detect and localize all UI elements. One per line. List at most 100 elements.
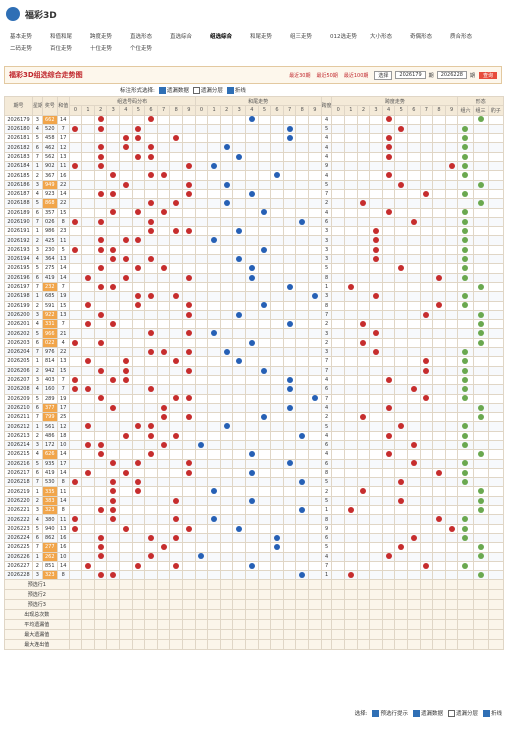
checkbox[interactable] bbox=[226, 87, 234, 94]
tail-cell bbox=[270, 328, 284, 339]
option-label: 遗漏数据 bbox=[420, 711, 443, 717]
span-cell bbox=[356, 458, 371, 469]
stat-cell bbox=[207, 619, 221, 631]
period: 2026196 bbox=[3, 272, 34, 283]
tail-cell bbox=[257, 216, 272, 228]
draw-number: 942 bbox=[41, 365, 58, 376]
shape-cell bbox=[457, 356, 474, 367]
nav-item[interactable]: 二码走势 bbox=[10, 46, 33, 52]
span-cell bbox=[394, 198, 408, 209]
shape-cell bbox=[487, 486, 505, 497]
stat-cell bbox=[369, 609, 383, 621]
option[interactable]: 遗漏分层 bbox=[447, 709, 478, 717]
dist-cell bbox=[119, 365, 133, 376]
shape-cell bbox=[472, 449, 489, 460]
span-cell bbox=[331, 346, 345, 358]
stat-cell bbox=[81, 579, 95, 591]
span-cell bbox=[394, 281, 408, 293]
draw-number: 323 bbox=[41, 570, 58, 581]
tail-cell bbox=[232, 291, 246, 302]
dist-cell bbox=[181, 532, 196, 544]
tail-cell bbox=[207, 198, 221, 209]
option[interactable]: 折线 bbox=[226, 86, 246, 94]
nav-item[interactable]: 组三走势 bbox=[290, 34, 313, 40]
tail-cell bbox=[219, 188, 234, 200]
ball bbox=[185, 274, 192, 281]
checkbox[interactable] bbox=[482, 710, 490, 717]
nav-item[interactable]: 直选综合 bbox=[170, 34, 193, 40]
checkbox[interactable] bbox=[158, 87, 166, 94]
tail-cell bbox=[245, 467, 259, 479]
checkbox[interactable] bbox=[447, 710, 455, 717]
shape-cell bbox=[487, 430, 505, 442]
tail-cell bbox=[257, 170, 272, 181]
tail-cell bbox=[270, 365, 284, 376]
nav-item[interactable]: 基本走势 bbox=[10, 34, 33, 40]
dist-cell bbox=[181, 170, 196, 181]
nav-item[interactable]: 质合形态 bbox=[450, 34, 473, 40]
query-button[interactable]: 查询 bbox=[478, 71, 497, 79]
tail-cell bbox=[282, 254, 297, 265]
to-period[interactable]: 2026228 bbox=[436, 71, 467, 79]
span-cell bbox=[419, 123, 434, 135]
draw-number: 458 bbox=[41, 133, 58, 144]
nav-item[interactable]: 组选综合 bbox=[210, 34, 233, 40]
tail-cell bbox=[307, 319, 322, 330]
dist-cell bbox=[144, 161, 158, 172]
draw-number: 685 bbox=[41, 291, 58, 302]
span-cell bbox=[381, 505, 396, 516]
dist-cell bbox=[181, 263, 196, 274]
dist-cell bbox=[93, 402, 108, 414]
checkbox[interactable] bbox=[412, 710, 420, 717]
nav-item[interactable]: 直选形态 bbox=[130, 34, 153, 40]
ball bbox=[410, 460, 417, 467]
checkbox[interactable] bbox=[372, 710, 380, 717]
tail-cell bbox=[194, 328, 209, 339]
shape-cell bbox=[457, 133, 474, 144]
option[interactable]: 遗漏数据 bbox=[158, 86, 189, 94]
ball bbox=[173, 293, 180, 300]
option[interactable]: 遗漏数据 bbox=[412, 709, 443, 717]
ball bbox=[147, 153, 154, 160]
period: 2026197 bbox=[3, 281, 34, 293]
ball bbox=[236, 525, 243, 532]
span-cell bbox=[331, 263, 345, 274]
ball bbox=[147, 293, 154, 300]
nav-item[interactable]: 跨度走势 bbox=[90, 34, 113, 40]
tail-cell bbox=[207, 170, 221, 181]
span-cell bbox=[394, 486, 408, 497]
nav-item[interactable]: 奇偶形态 bbox=[410, 34, 433, 40]
nav-item[interactable]: 和尾走势 bbox=[250, 34, 273, 40]
nav-item[interactable]: 百位走势 bbox=[50, 46, 73, 52]
nav-item[interactable]: 个位走势 bbox=[130, 46, 153, 52]
nav-item[interactable]: 和值和尾 bbox=[50, 34, 73, 40]
dist-cell bbox=[131, 532, 146, 544]
checkbox[interactable] bbox=[192, 87, 200, 94]
nav-item[interactable]: 十位走势 bbox=[90, 46, 113, 52]
select[interactable]: 选择 bbox=[374, 70, 393, 80]
dist-cell bbox=[93, 272, 108, 283]
span-cell bbox=[331, 393, 345, 404]
dist-cell bbox=[131, 430, 146, 442]
range-link[interactable]: 最近50期 bbox=[316, 72, 338, 79]
option[interactable]: 折线 bbox=[482, 709, 502, 717]
from-period[interactable]: 2026179 bbox=[395, 71, 426, 79]
dist-cell bbox=[106, 402, 120, 414]
draw-number: 562 bbox=[41, 151, 58, 163]
range-link[interactable]: 最近30期 bbox=[289, 72, 311, 79]
dist-cell bbox=[119, 319, 133, 330]
option[interactable]: 预选行提示 bbox=[372, 709, 408, 717]
span-cell bbox=[331, 560, 345, 572]
span-cell bbox=[407, 226, 421, 237]
option[interactable]: 遗漏分层 bbox=[192, 86, 223, 94]
tail-cell bbox=[257, 421, 272, 432]
span-cell bbox=[381, 337, 396, 349]
range-link[interactable]: 最近100期 bbox=[343, 72, 369, 79]
nav-item[interactable]: 012选走势 bbox=[330, 34, 357, 40]
nav-item[interactable]: 大小形态 bbox=[370, 34, 393, 40]
tail-cell bbox=[194, 402, 209, 414]
dist-cell bbox=[156, 179, 171, 190]
ball bbox=[97, 544, 104, 551]
data-row: 2026186 3 949 22 5 bbox=[3, 179, 505, 190]
